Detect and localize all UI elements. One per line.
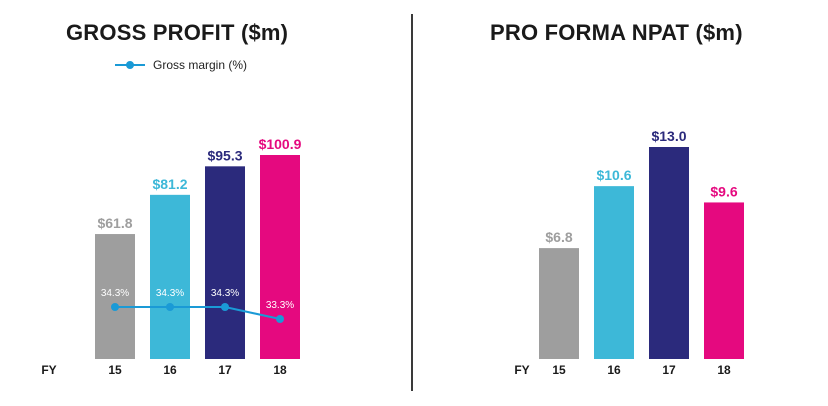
npat-chart: $6.8 15 $10.6 16 $13.0 17 $9.6 18 FY xyxy=(514,128,744,377)
x-tick-label: 18 xyxy=(273,363,287,377)
bar-value-label: $61.8 xyxy=(97,215,132,231)
bar-value-label: $95.3 xyxy=(207,147,242,163)
x-axis-prefix: FY xyxy=(41,363,56,377)
bar-fy15 xyxy=(539,248,579,359)
gross-margin-label: 33.3% xyxy=(266,300,294,311)
x-tick-label: 18 xyxy=(717,363,731,377)
panel-divider xyxy=(411,14,413,391)
bar-value-label: $10.6 xyxy=(596,167,631,183)
x-tick-label: 17 xyxy=(662,363,676,377)
x-tick-label: 16 xyxy=(607,363,621,377)
gross-margin-point xyxy=(166,303,174,311)
bar-fy17 xyxy=(205,166,245,359)
gross-margin-line xyxy=(115,306,281,320)
bar-value-label: $6.8 xyxy=(545,229,572,245)
bar-fy18 xyxy=(260,155,300,359)
x-tick-label: 15 xyxy=(552,363,566,377)
x-axis-prefix: FY xyxy=(514,363,529,377)
bar-value-label: $100.9 xyxy=(259,136,302,152)
bar-fy18 xyxy=(704,202,744,359)
bar-fy16 xyxy=(150,194,190,359)
bar-fy17 xyxy=(649,147,689,359)
gross-margin-label: 34.3% xyxy=(101,288,129,299)
x-tick-label: 17 xyxy=(218,363,232,377)
bar-fy15 xyxy=(95,234,135,359)
gross-profit-title: GROSS PROFIT ($m) xyxy=(66,20,289,45)
x-tick-label: 15 xyxy=(108,363,122,377)
gross-margin-point xyxy=(276,315,284,323)
legend: Gross margin (%) xyxy=(115,58,247,72)
gross-margin-point xyxy=(111,303,119,311)
gross-margin-point xyxy=(221,303,229,311)
bar-fy16 xyxy=(594,186,634,359)
legend-line-marker-icon xyxy=(115,59,145,71)
bar-value-label: $9.6 xyxy=(710,183,737,199)
x-tick-label: 16 xyxy=(163,363,177,377)
npat-title: PRO FORMA NPAT ($m) xyxy=(490,20,743,45)
bar-value-label: $13.0 xyxy=(651,128,686,144)
bar-value-label: $81.2 xyxy=(152,176,187,192)
gross-margin-label: 34.3% xyxy=(156,288,184,299)
legend-label: Gross margin (%) xyxy=(153,58,248,72)
gross-profit-chart: $61.8 15 $81.2 16 $95.3 17 $100.9 18 FY 34.3% 34.3… xyxy=(41,136,302,377)
gross-margin-label: 34.3% xyxy=(211,288,239,299)
